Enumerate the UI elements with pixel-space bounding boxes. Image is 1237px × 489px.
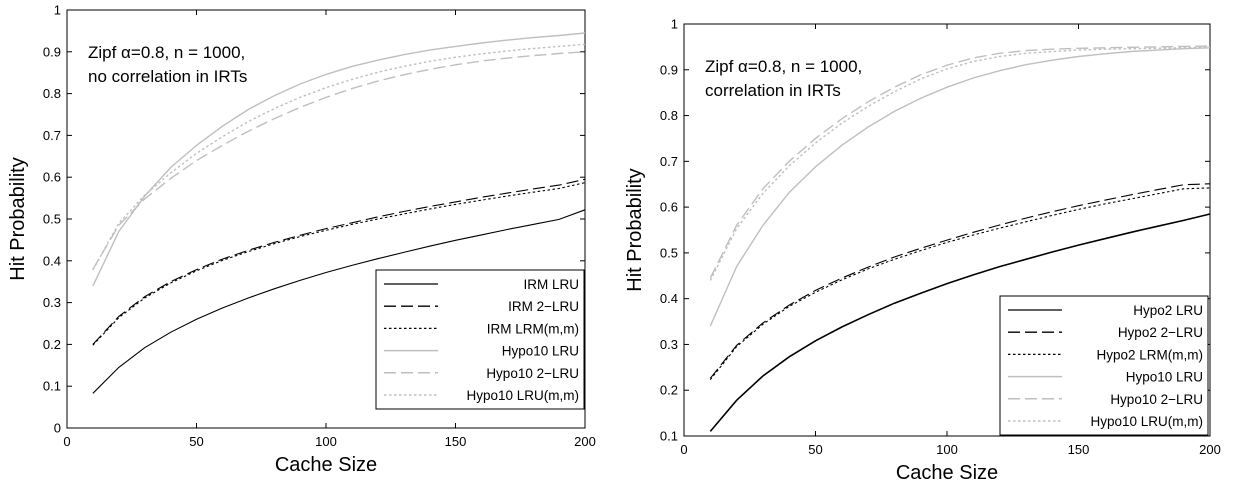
legend-label: Hypo2 2−LRU	[1118, 325, 1203, 340]
legend-label: Hypo2 LRU	[1133, 303, 1203, 318]
x-tick-label: 0	[680, 442, 687, 457]
y-tick-label: 0.6	[660, 200, 678, 215]
y-tick-label: 0.3	[43, 295, 61, 310]
y-tick-label: 0.7	[660, 154, 678, 169]
y-tick-label: 0.2	[43, 337, 61, 352]
y-tick-label: 0.1	[43, 379, 61, 394]
y-tick-label: 1	[54, 3, 61, 18]
series-line-2	[92, 178, 586, 345]
y-tick-label: 0.8	[43, 86, 61, 101]
x-tick-label: 50	[808, 442, 822, 457]
y-tick-label: 0.5	[43, 212, 61, 227]
series-line-1	[709, 213, 1211, 432]
x-axis-label: Cache Size	[896, 462, 998, 484]
legend-label: Hypo10 2−LRU	[1110, 392, 1203, 407]
x-tick-label: 200	[574, 434, 596, 449]
legend-label: Hypo10 2−LRU	[486, 366, 579, 381]
series-line-5	[92, 51, 586, 270]
y-tick-label: 1	[671, 17, 678, 32]
annotation-line: correlation in IRTs	[705, 81, 841, 100]
y-tick-label: 0.9	[660, 62, 678, 77]
series-line-6	[92, 43, 586, 271]
y-tick-label: 0.7	[43, 128, 61, 143]
legend-label: Hypo10 LRU(m,m)	[466, 388, 579, 403]
x-tick-label: 100	[315, 434, 337, 449]
series-line-4	[709, 47, 1211, 327]
x-tick-label: 50	[189, 434, 203, 449]
legend-box	[999, 295, 1209, 436]
y-tick-label: 0.2	[660, 383, 678, 398]
annotation-line: Zipf α=0.8, n = 1000,	[88, 43, 245, 62]
legend-box	[375, 269, 585, 410]
y-tick-label: 0.4	[660, 291, 678, 306]
x-tick-label: 200	[1199, 442, 1221, 457]
y-tick-label: 0.5	[660, 245, 678, 260]
x-tick-label: 150	[445, 434, 467, 449]
x-tick-label: 0	[63, 434, 70, 449]
y-tick-label: 0.6	[43, 170, 61, 185]
series-line-5	[709, 45, 1211, 279]
legend-label: Hypo10 LRU(m,m)	[1090, 414, 1203, 429]
y-axis-label: Hit Probability	[7, 157, 29, 280]
series-line-4	[92, 32, 586, 287]
chart-left: 0 50 100 150 200 0 0.1 0.2 0.3 0.4 0.5 0.6 0.7 0.8 0.9…	[7, 3, 596, 477]
series-line-6	[709, 46, 1211, 281]
x-tick-label: 100	[936, 442, 958, 457]
y-tick-label: 0.9	[43, 44, 61, 59]
y-tick-label: 0.4	[43, 253, 61, 268]
x-tick-label: 150	[1068, 442, 1090, 457]
legend-label: Hypo10 LRU	[502, 344, 579, 359]
series-line-2	[709, 183, 1211, 379]
legend-label: IRM 2−LRU	[508, 299, 579, 314]
legend-label: IRM LRM(m,m)	[487, 321, 579, 336]
annotation-line: Zipf α=0.8, n = 1000,	[705, 57, 862, 76]
y-tick-label: 0	[54, 421, 61, 436]
y-axis-label: Hit Probability	[624, 168, 646, 291]
annotation-line: no correlation in IRTs	[88, 67, 247, 86]
legend-label: IRM LRU	[523, 277, 579, 292]
series-line-1	[92, 209, 586, 394]
legend-label: Hypo2 LRM(m,m)	[1096, 347, 1203, 362]
y-tick-label: 0.8	[660, 108, 678, 123]
chart-right: 0 50 100 150 200 0.1 0.2 0.3 0.4 0.5 0.6 0.7 0.8 0.9 1…	[624, 17, 1221, 485]
x-axis-label: Cache Size	[275, 454, 377, 476]
legend-label: Hypo10 LRU	[1126, 370, 1203, 385]
series-line-3	[92, 182, 586, 346]
y-tick-label: 0.1	[660, 429, 678, 444]
y-tick-label: 0.3	[660, 337, 678, 352]
